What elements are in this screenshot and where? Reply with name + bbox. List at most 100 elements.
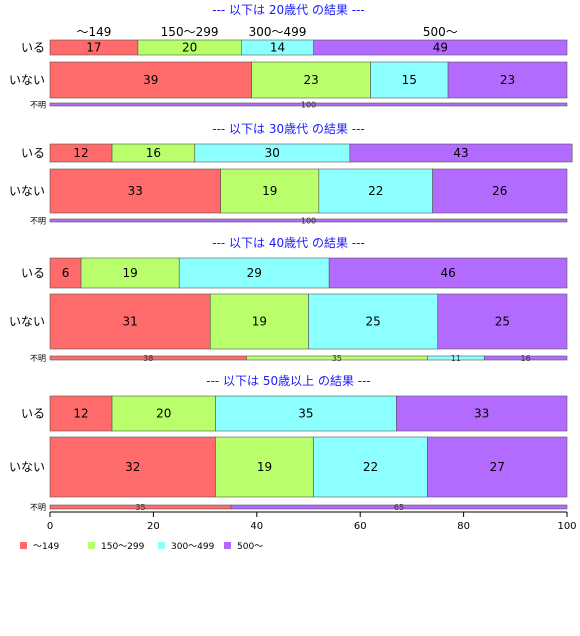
bar-value-label: 38 bbox=[143, 354, 153, 363]
bar-value-label: 12 bbox=[73, 146, 88, 160]
row-label: いる bbox=[21, 266, 45, 280]
bar-value-label: 23 bbox=[303, 73, 318, 87]
panel-title: --- 以下は 40歳代 の結果 --- bbox=[212, 236, 365, 250]
bar-segment bbox=[349, 143, 573, 163]
bar-value-label: 23 bbox=[500, 73, 515, 87]
row-label: いない bbox=[9, 460, 45, 474]
bar-value-label: 39 bbox=[143, 73, 158, 87]
bar-value-label: 19 bbox=[122, 266, 137, 280]
bar-value-label: 19 bbox=[257, 460, 272, 474]
bar-value-label: 35 bbox=[298, 407, 313, 421]
x-tick-label: 60 bbox=[354, 521, 367, 532]
bar-value-label: 32 bbox=[125, 460, 140, 474]
bar-value-label: 35 bbox=[135, 503, 145, 512]
row-label: 不明 bbox=[30, 217, 46, 226]
bar-value-label: 33 bbox=[128, 184, 143, 198]
bar-segment bbox=[427, 436, 568, 498]
x-tick-label: 100 bbox=[557, 521, 576, 532]
bar-value-label: 6 bbox=[62, 266, 70, 280]
panel-title: --- 以下は 50歳以上 の結果 --- bbox=[206, 374, 371, 388]
bar-value-label: 20 bbox=[156, 407, 171, 421]
bar-segment bbox=[308, 293, 439, 350]
bar-value-label: 29 bbox=[247, 266, 262, 280]
bar-segment bbox=[318, 168, 433, 214]
bar-segment bbox=[178, 257, 330, 289]
bar-value-label: 100 bbox=[301, 217, 316, 226]
bar-segment bbox=[49, 61, 252, 99]
bar-segment bbox=[111, 395, 216, 432]
bar-segment bbox=[220, 168, 320, 214]
bar-segment bbox=[313, 39, 568, 56]
bar-value-label: 19 bbox=[262, 184, 277, 198]
category-header: 300～499 bbox=[249, 25, 307, 39]
bar-segment bbox=[432, 168, 568, 214]
bar-value-label: 43 bbox=[453, 146, 468, 160]
bar-segment bbox=[209, 293, 309, 350]
bar-segment bbox=[328, 257, 568, 289]
bar-value-label: 17 bbox=[86, 41, 101, 55]
legend-swatch bbox=[88, 542, 95, 549]
bar-segment bbox=[49, 293, 211, 350]
bar-value-label: 19 bbox=[252, 315, 267, 329]
bar-segment bbox=[49, 395, 113, 432]
bar-segment bbox=[251, 61, 371, 99]
bar-value-label: 25 bbox=[495, 315, 510, 329]
bar-value-label: 25 bbox=[365, 315, 380, 329]
bar-segment bbox=[313, 436, 428, 498]
bar-segment bbox=[437, 293, 568, 350]
row-label: いない bbox=[9, 73, 45, 87]
x-tick-label: 40 bbox=[250, 521, 263, 532]
legend-label: 500～ bbox=[237, 542, 263, 552]
bar-value-label: 31 bbox=[122, 315, 137, 329]
bar-segment bbox=[49, 168, 221, 214]
row-label: いない bbox=[9, 315, 45, 329]
bar-segment bbox=[230, 504, 568, 510]
bar-value-label: 35 bbox=[332, 354, 342, 363]
bar-segment bbox=[49, 218, 568, 223]
row-label: 不明 bbox=[30, 354, 46, 363]
bar-value-label: 16 bbox=[521, 354, 531, 363]
bar-value-label: 27 bbox=[490, 460, 505, 474]
category-header: 150～299 bbox=[161, 25, 219, 39]
panel-title: --- 以下は 30歳代 の結果 --- bbox=[212, 122, 365, 136]
row-label: 不明 bbox=[30, 101, 46, 110]
bar-segment bbox=[370, 61, 449, 99]
row-label: いる bbox=[21, 407, 45, 421]
legend-swatch bbox=[20, 542, 27, 549]
x-tick-label: 0 bbox=[47, 521, 53, 532]
bar-value-label: 22 bbox=[363, 460, 378, 474]
bar-value-label: 65 bbox=[394, 503, 404, 512]
bar-value-label: 46 bbox=[440, 266, 455, 280]
bar-value-label: 15 bbox=[402, 73, 417, 87]
bar-value-label: 11 bbox=[451, 354, 461, 363]
legend-swatch bbox=[224, 542, 231, 549]
bar-value-label: 33 bbox=[474, 407, 489, 421]
bar-segment bbox=[396, 395, 568, 432]
bar-segment bbox=[483, 355, 568, 361]
row-label: いる bbox=[21, 146, 45, 160]
row-label: 不明 bbox=[30, 503, 46, 512]
bar-segment bbox=[215, 395, 397, 432]
legend-swatch bbox=[158, 542, 165, 549]
bar-segment bbox=[215, 436, 314, 498]
legend-label: 300～499 bbox=[171, 542, 215, 552]
x-tick-label: 80 bbox=[457, 521, 470, 532]
bar-segment bbox=[49, 102, 568, 107]
legend-label: ～149 bbox=[33, 542, 59, 552]
bar-segment bbox=[49, 257, 82, 289]
legend-label: 150～299 bbox=[101, 542, 145, 552]
bar-segment bbox=[80, 257, 180, 289]
category-header: 500～ bbox=[423, 25, 458, 39]
category-header: ～149 bbox=[76, 25, 111, 39]
bar-value-label: 30 bbox=[265, 146, 280, 160]
bar-segment bbox=[447, 61, 568, 99]
bar-value-label: 16 bbox=[146, 146, 161, 160]
row-label: いない bbox=[9, 184, 45, 198]
x-tick-label: 20 bbox=[147, 521, 160, 532]
bar-value-label: 49 bbox=[433, 41, 448, 55]
bar-value-label: 20 bbox=[182, 41, 197, 55]
row-label: いる bbox=[21, 41, 45, 55]
bar-segment bbox=[49, 436, 216, 498]
bar-value-label: 100 bbox=[301, 101, 316, 110]
